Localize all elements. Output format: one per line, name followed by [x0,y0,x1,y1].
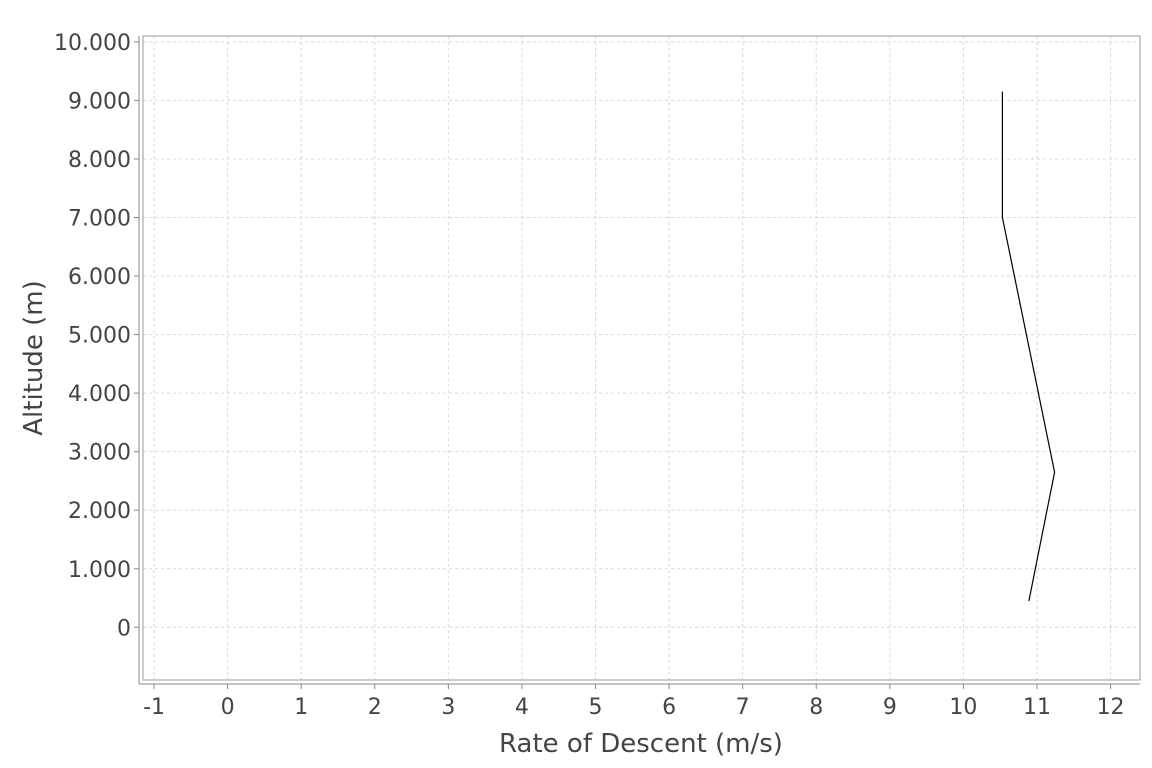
x-tick-label: 0 [221,695,235,720]
y-axis-title: Altitude (m) [19,280,49,435]
y-tick-label: 6.000 [68,265,131,290]
y-tick-label: 7.000 [68,206,131,231]
x-tick-label: -1 [143,695,165,720]
x-tick-label: 6 [662,695,676,720]
x-tick-label: 11 [1023,695,1051,720]
y-tick-label: 9.000 [68,89,131,114]
grid-lines [143,36,1140,680]
x-tick-label: 9 [883,695,897,720]
plot-area-border [142,35,1141,681]
y-tick-label: 2.000 [68,499,131,524]
y-tick-label: 1.000 [68,558,131,583]
series-layer [1001,91,1056,602]
y-tick-label: 10.000 [54,31,131,56]
x-tick-label: 1 [294,695,308,720]
y-tick-label: 8.000 [68,148,131,173]
x-tick-label: 10 [949,695,977,720]
axis-ticks: -1 0 1 2 3 4 5 6 7 8 9 10 11 1201.0002.0003.0004.0005… [54,31,1125,720]
y-tick-label: 3.000 [68,441,131,466]
x-tick-label: 8 [809,695,823,720]
x-tick-label: 7 [736,695,750,720]
x-tick-label: 5 [589,695,603,720]
x-tick-label: 3 [441,695,455,720]
y-tick-label: 4.000 [68,382,131,407]
x-axis-title: Rate of Descent (m/s) [499,729,783,759]
y-tick-label: 0 [117,616,131,641]
y-tick-label: 5.000 [68,324,131,349]
series-line [1001,91,1056,602]
x-tick-label: 4 [515,695,529,720]
x-tick-label: 12 [1097,695,1125,720]
x-tick-label: 2 [368,695,382,720]
